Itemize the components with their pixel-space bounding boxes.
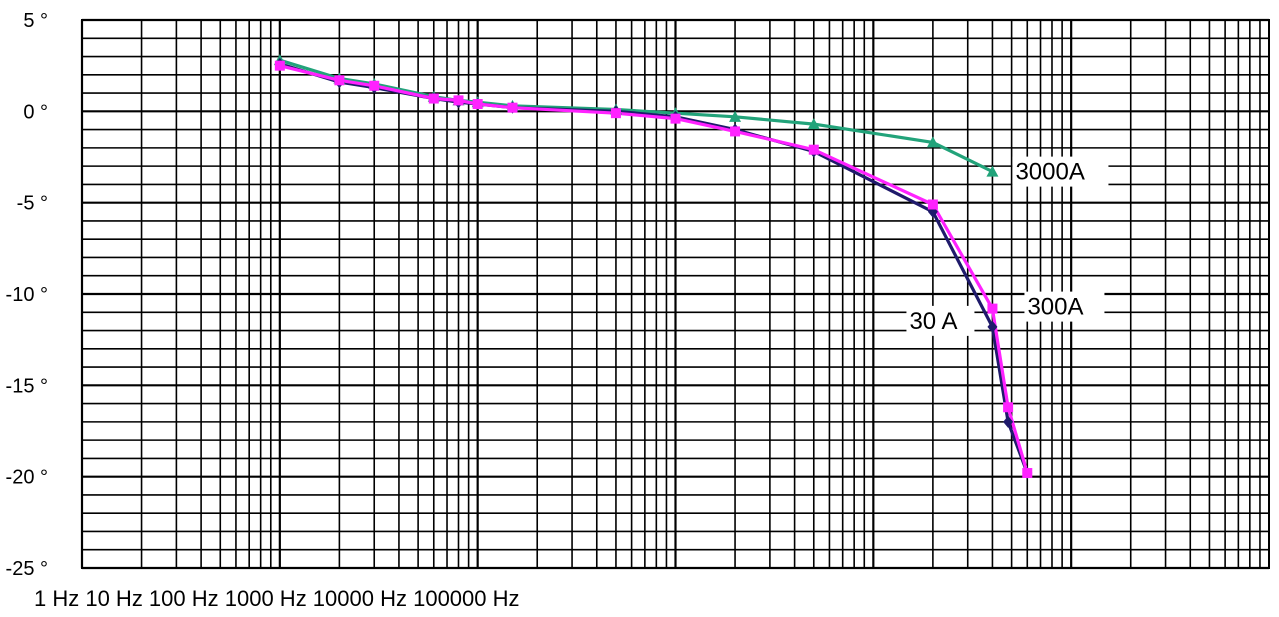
data-point-3000a [986, 165, 999, 177]
data-point-300a [472, 99, 483, 110]
y-tick-label: -5 ° [17, 193, 48, 215]
data-point-30a [987, 320, 998, 333]
y-tick-label: 0 ° [23, 101, 48, 123]
annotation-background [906, 305, 975, 336]
y-tick-label: -10 ° [6, 284, 48, 306]
data-point-300a [1022, 468, 1033, 479]
data-point-300a [334, 75, 345, 86]
x-axis-label: 1 Hz 10 Hz 100 Hz 1000 Hz 10000 Hz 10000… [34, 586, 520, 611]
annotation-background [1024, 291, 1105, 322]
data-point-300a [987, 303, 998, 314]
data-point-3000a [807, 118, 820, 130]
data-point-300a [369, 80, 380, 91]
y-tick-labels: 5 ° 0 ° -5 ° -10 ° -15 ° -20 ° -25 ° [6, 10, 48, 580]
annotation-30a: 30 A [906, 305, 975, 336]
annotation-text: 300A [1027, 294, 1083, 321]
data-point-300a [927, 199, 938, 210]
data-point-300a [730, 126, 741, 137]
y-tick-label: -20 ° [6, 467, 48, 489]
y-tick-label: -25 ° [6, 558, 48, 580]
annotation-background [1012, 156, 1109, 187]
data-point-300a [274, 60, 285, 71]
data-point-300a [1003, 402, 1014, 413]
y-tick-label: 5 ° [23, 10, 48, 32]
series-markers [273, 54, 1033, 480]
data-point-3000a [926, 136, 939, 148]
data-point-3000a [729, 110, 742, 122]
annotation-3000a: 3000A [1012, 156, 1109, 187]
annotation-text: 30 A [909, 308, 957, 335]
data-point-300a [808, 144, 819, 155]
data-point-300a [428, 93, 439, 104]
data-point-300a [507, 102, 518, 113]
data-point-30a [1003, 415, 1014, 428]
annotation-300a: 300A [1024, 291, 1105, 322]
data-point-300a [610, 108, 621, 119]
series-annotations: 3000A 300A 30 A [906, 156, 1109, 336]
y-tick-label: -15 ° [6, 375, 48, 397]
annotation-text: 3000A [1015, 159, 1084, 186]
data-point-300a [453, 95, 464, 106]
plot-frame [81, 19, 1270, 569]
data-point-300a [670, 113, 681, 124]
